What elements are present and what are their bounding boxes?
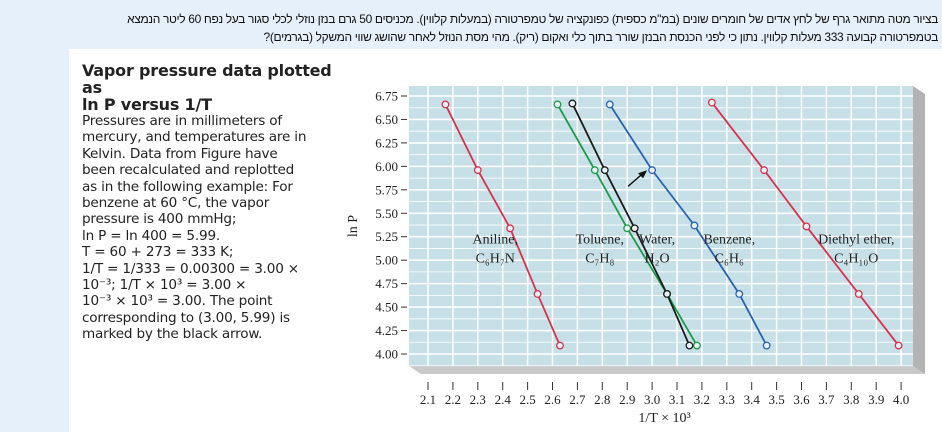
plot-shadow-bottom xyxy=(409,366,925,374)
y-tick-label: 4.00 xyxy=(375,347,398,362)
x-tick-label: 4.0 xyxy=(893,392,909,407)
plot-area xyxy=(409,86,913,366)
data-point xyxy=(630,224,639,233)
data-point xyxy=(692,341,701,350)
series-label-name: Aniline, xyxy=(472,232,518,247)
caption-body-line: benzene at 60 °C, the vapor xyxy=(82,195,270,212)
data-point xyxy=(553,100,562,109)
data-point xyxy=(707,98,716,107)
data-point xyxy=(648,166,657,175)
data-point xyxy=(894,341,903,350)
caption-title-line: Vapor pressure data plotted as xyxy=(82,61,332,97)
figure-caption: Vapor pressure data plotted as ln P vers… xyxy=(82,62,347,343)
data-point xyxy=(623,224,632,233)
x-tick-label: 2.6 xyxy=(544,392,561,407)
x-tick-label: 3.5 xyxy=(768,392,784,407)
caption-body-line: Pressures are in millimeters of xyxy=(82,113,283,129)
caption-body-line: mercury, and temperatures are in xyxy=(82,129,307,146)
y-tick-label: 5.25 xyxy=(375,229,398,244)
x-tick-label: 3.9 xyxy=(868,392,884,407)
x-tick-label: 2.1 xyxy=(420,392,436,407)
series-label-formula: H₂O xyxy=(645,251,670,266)
question-line: בציור מטה מתואר גרף של לחץ אדים של חומרי… xyxy=(127,12,938,26)
series-label-formula: C₄H₁₀O xyxy=(834,251,878,266)
x-tick-label: 3.7 xyxy=(818,392,835,407)
caption-body-line: pressure is 400 mmHg; xyxy=(82,211,237,228)
y-tick-label: 6.50 xyxy=(375,112,398,127)
y-tick-label: 4.50 xyxy=(375,300,398,315)
caption-body-line: corresponding to (3.00, 5.99) is xyxy=(82,309,290,326)
y-tick-label: 4.75 xyxy=(375,276,398,291)
data-point xyxy=(556,341,564,350)
caption-body-line: T = 60 + 273 = 333 K; xyxy=(82,244,234,261)
data-point xyxy=(590,166,599,175)
data-point xyxy=(506,224,515,233)
data-point xyxy=(663,290,671,298)
data-point xyxy=(533,290,542,298)
x-tick-label: 2.5 xyxy=(519,392,535,407)
caption-body-line: ln P = ln 400 = 5.99. xyxy=(82,227,221,244)
data-point xyxy=(685,341,694,350)
x-tick-label: 3.3 xyxy=(719,392,735,407)
data-point xyxy=(568,99,577,108)
x-tick-label: 3.2 xyxy=(694,392,710,407)
data-point xyxy=(854,290,863,298)
data-point xyxy=(735,290,744,298)
x-tick-label: 2.3 xyxy=(470,392,486,407)
caption-body-line: 10⁻³ × 10³ = 3.00. The point xyxy=(82,293,273,310)
x-tick-label: 2.4 xyxy=(495,392,512,407)
x-tick-label: 3.6 xyxy=(793,392,810,407)
question-line: בטמפרטורה קבועה 333 מעלות קלווין. נתון כ… xyxy=(263,30,938,44)
series-label-formula: C₇H₈ xyxy=(585,251,614,266)
series-label-name: Benzene, xyxy=(703,232,755,247)
data-point xyxy=(441,100,450,109)
caption-body-line: been recalculated and replotted xyxy=(82,162,295,179)
x-tick-label: 3.8 xyxy=(843,392,859,407)
series-label-formula: C₆H₇N xyxy=(476,251,515,266)
x-tick-label: 2.7 xyxy=(569,392,586,407)
caption-title-line: ln P versus 1/T xyxy=(82,95,212,114)
y-tick-label: 4.25 xyxy=(375,323,398,338)
x-tick-label: 3.4 xyxy=(744,392,761,407)
caption-body-line: as in the following example: For xyxy=(82,178,293,195)
series-label-name: Water, xyxy=(639,232,675,247)
y-axis-label: ln P xyxy=(346,215,361,237)
y-tick-label: 5.75 xyxy=(375,182,398,197)
arrow-head-icon xyxy=(638,170,648,179)
x-axis-label: 1/T × 10³ xyxy=(638,411,690,426)
y-tick-label: 6.25 xyxy=(375,135,398,150)
x-tick-label: 3.0 xyxy=(644,392,660,407)
caption-body-line: marked by the black arrow. xyxy=(82,326,263,343)
question-text: בציור מטה מתואר גרף של לחץ אדים של חומרי… xyxy=(0,10,938,46)
data-point xyxy=(600,166,609,175)
data-point xyxy=(762,341,771,350)
caption-body-line: Kelvin. Data from Figure have xyxy=(82,145,278,162)
caption-body: Pressures are in millimeters of mercury, … xyxy=(82,113,347,343)
plot-shadow-right xyxy=(913,86,925,374)
series-label-formula: C₆H₆ xyxy=(715,251,744,266)
x-tick-label: 2.2 xyxy=(445,392,461,407)
data-point xyxy=(690,221,699,230)
x-tick-label: 2.8 xyxy=(594,392,610,407)
caption-body-line: 10⁻³; 1/T × 10³ = 3.00 × xyxy=(82,277,247,294)
data-point xyxy=(473,166,482,175)
caption-body-line: 1/T = 1/333 = 0.00300 = 3.00 × xyxy=(82,260,299,277)
series-label-name: Toluene, xyxy=(576,232,624,247)
y-tick-label: 5.50 xyxy=(375,206,398,221)
data-point xyxy=(605,100,614,109)
x-tick-label: 2.9 xyxy=(619,392,635,407)
y-tick-label: 6.75 xyxy=(375,89,398,104)
y-tick-label: 6.00 xyxy=(375,159,398,174)
x-tick-label: 3.1 xyxy=(669,392,685,407)
y-tick-label: 5.00 xyxy=(375,253,398,268)
vapor-pressure-chart: 4.00 4.25 4.50 4.75 5.00 5.25 5.50 5.75 6.00 6.25… xyxy=(346,83,925,426)
series-label-name: Diethyl ether, xyxy=(818,232,894,247)
data-point xyxy=(760,166,769,175)
data-point xyxy=(802,222,811,231)
